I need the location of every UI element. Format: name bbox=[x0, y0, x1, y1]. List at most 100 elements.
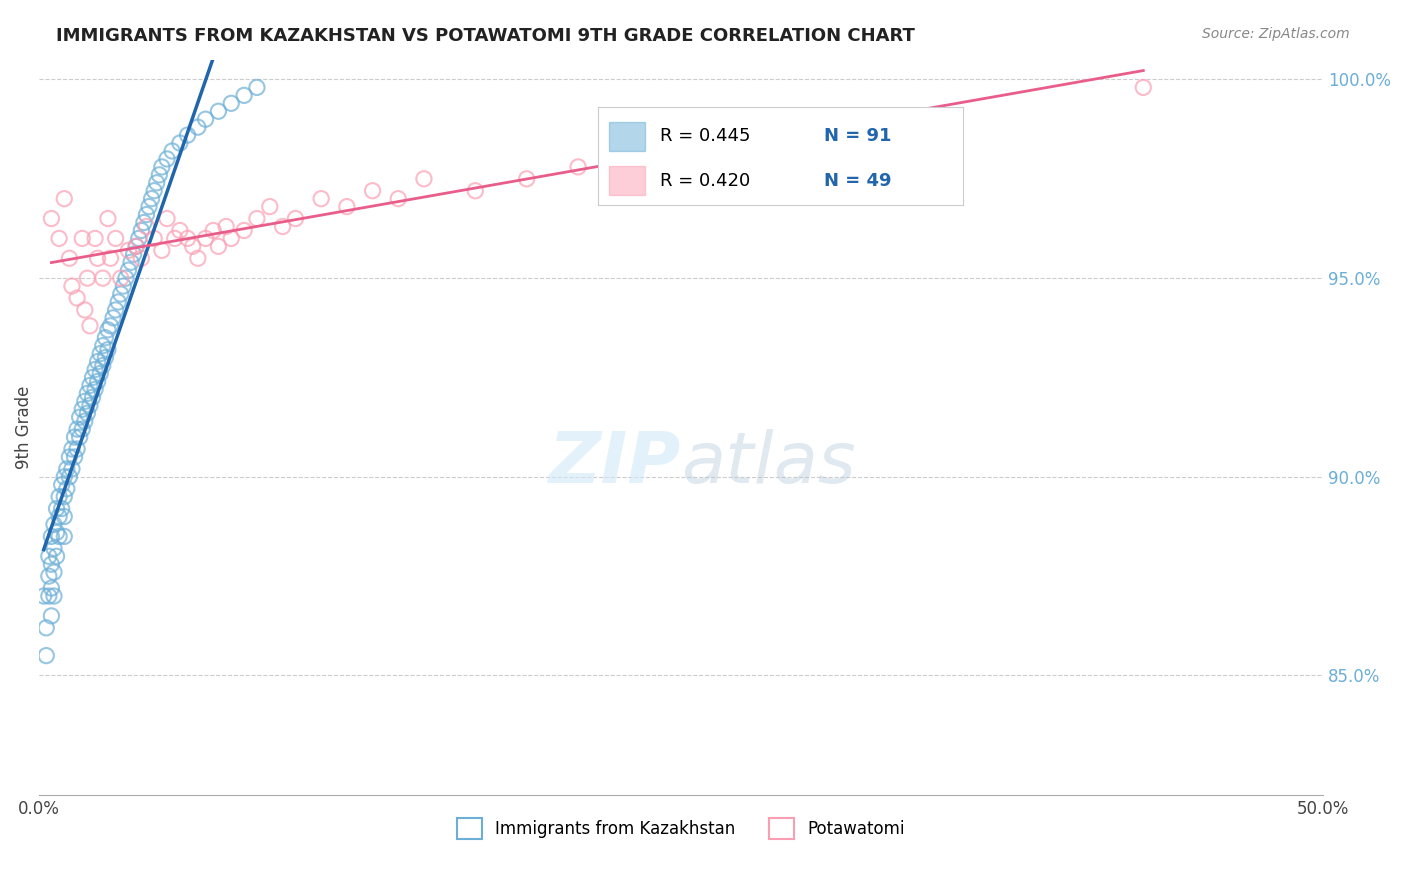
Point bbox=[35, 621, 58, 635]
Point bbox=[219, 231, 242, 245]
Text: N = 49: N = 49 bbox=[824, 171, 891, 190]
Point bbox=[70, 422, 93, 436]
Point bbox=[32, 589, 55, 603]
Point bbox=[97, 323, 120, 337]
Point bbox=[100, 318, 122, 333]
Point bbox=[42, 565, 65, 579]
Point bbox=[69, 430, 91, 444]
Point bbox=[82, 390, 104, 404]
Point bbox=[53, 529, 76, 543]
Point bbox=[387, 192, 409, 206]
Point bbox=[63, 450, 86, 464]
Point bbox=[56, 462, 79, 476]
Point bbox=[69, 410, 91, 425]
Point bbox=[91, 271, 114, 285]
Point bbox=[135, 208, 157, 222]
Text: IMMIGRANTS FROM KAZAKHSTAN VS POTAWATOMI 9TH GRADE CORRELATION CHART: IMMIGRANTS FROM KAZAKHSTAN VS POTAWATOMI… bbox=[56, 27, 915, 45]
Point bbox=[156, 152, 179, 166]
Point bbox=[117, 244, 139, 258]
Point bbox=[63, 430, 86, 444]
Point bbox=[207, 239, 229, 253]
Text: ZIP: ZIP bbox=[548, 429, 681, 499]
Point bbox=[246, 80, 269, 95]
Point bbox=[107, 295, 129, 310]
Point bbox=[284, 211, 307, 226]
Point bbox=[156, 211, 179, 226]
Point bbox=[233, 223, 256, 237]
Point bbox=[53, 470, 76, 484]
Point bbox=[207, 104, 229, 119]
Point bbox=[246, 211, 269, 226]
Point bbox=[215, 219, 238, 234]
Point bbox=[84, 362, 107, 376]
Point bbox=[176, 128, 198, 142]
Point bbox=[51, 477, 73, 491]
Point bbox=[150, 160, 173, 174]
Text: R = 0.420: R = 0.420 bbox=[659, 171, 749, 190]
Point bbox=[125, 239, 148, 253]
Point bbox=[110, 271, 132, 285]
Point bbox=[94, 351, 117, 365]
Point bbox=[73, 302, 96, 317]
Text: Source: ZipAtlas.com: Source: ZipAtlas.com bbox=[1202, 27, 1350, 41]
Point bbox=[76, 406, 98, 420]
Point bbox=[73, 414, 96, 428]
Point bbox=[82, 370, 104, 384]
Point bbox=[131, 223, 153, 237]
Point bbox=[721, 132, 744, 146]
Point bbox=[79, 318, 101, 333]
Point bbox=[128, 231, 150, 245]
Point bbox=[53, 192, 76, 206]
Point bbox=[45, 501, 67, 516]
Point bbox=[150, 244, 173, 258]
Point bbox=[115, 271, 138, 285]
Point bbox=[202, 223, 225, 237]
Point bbox=[120, 255, 142, 269]
Point bbox=[42, 541, 65, 556]
Point bbox=[53, 490, 76, 504]
Point bbox=[79, 378, 101, 392]
Point bbox=[259, 200, 281, 214]
Point bbox=[86, 375, 108, 389]
Point bbox=[169, 223, 191, 237]
Point bbox=[125, 239, 148, 253]
Point bbox=[66, 422, 89, 436]
Point bbox=[56, 482, 79, 496]
Point bbox=[413, 171, 436, 186]
Point bbox=[233, 88, 256, 103]
Point bbox=[42, 589, 65, 603]
Point bbox=[187, 120, 209, 135]
Point bbox=[51, 501, 73, 516]
Point bbox=[38, 549, 60, 564]
Point bbox=[84, 383, 107, 397]
Point bbox=[45, 525, 67, 540]
Point bbox=[194, 112, 217, 127]
Point bbox=[48, 509, 70, 524]
Point bbox=[70, 231, 93, 245]
Point bbox=[567, 160, 589, 174]
Text: atlas: atlas bbox=[681, 429, 855, 499]
Point bbox=[181, 239, 204, 253]
Point bbox=[336, 200, 359, 214]
Point bbox=[42, 517, 65, 532]
Point bbox=[138, 200, 160, 214]
Point bbox=[35, 648, 58, 663]
Point bbox=[89, 367, 111, 381]
Point bbox=[48, 490, 70, 504]
Point bbox=[60, 442, 83, 456]
Point bbox=[94, 331, 117, 345]
Point bbox=[86, 354, 108, 368]
Point bbox=[160, 144, 183, 158]
Point bbox=[143, 231, 166, 245]
Bar bbox=[609, 121, 645, 151]
Point bbox=[145, 176, 167, 190]
Point bbox=[163, 231, 186, 245]
Point bbox=[187, 252, 209, 266]
Point bbox=[91, 359, 114, 373]
Point bbox=[41, 211, 63, 226]
Text: R = 0.445: R = 0.445 bbox=[659, 128, 751, 145]
Point bbox=[101, 310, 124, 325]
Point bbox=[60, 462, 83, 476]
Point bbox=[143, 184, 166, 198]
Point bbox=[91, 339, 114, 353]
